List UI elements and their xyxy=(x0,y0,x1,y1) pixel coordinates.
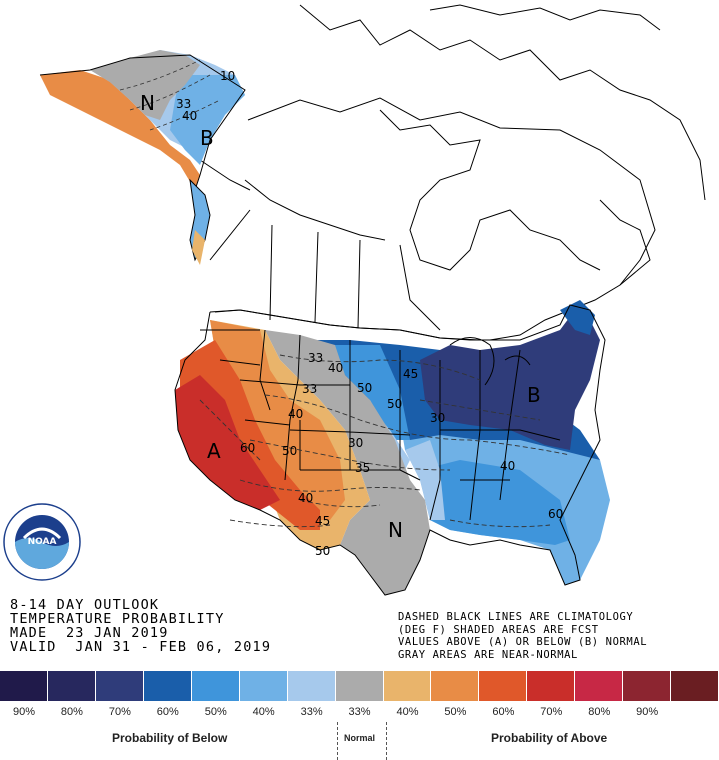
clim-label: 40 xyxy=(182,109,197,123)
legend-tick-label: 60% xyxy=(492,706,515,718)
probability-below-label: Probability of Below xyxy=(112,731,228,745)
outlook-title-line: TEMPERATURE PROBABILITY xyxy=(10,611,225,627)
legend-swatch xyxy=(383,671,432,701)
legend-tick-label: 40% xyxy=(396,706,419,718)
west-a-letter: A xyxy=(207,439,221,463)
climatology-lines xyxy=(199,354,571,528)
clim-label: 30 xyxy=(430,411,445,425)
clim-label: 45 xyxy=(403,367,418,381)
outlook-map: 10 33 40 33 40 33 40 30 45 50 40 60 50 3… xyxy=(39,4,706,596)
conus-shading xyxy=(175,300,610,595)
clim-label: 35 xyxy=(355,461,370,475)
legend-swatch xyxy=(95,671,144,701)
clim-label: 30 xyxy=(348,436,363,450)
legend-tick-label: 50% xyxy=(204,706,227,718)
legend-swatch xyxy=(0,671,48,701)
note-line: VALUES ABOVE (A) OR BELOW (B) NORMAL xyxy=(398,636,648,648)
legend-swatch xyxy=(671,671,719,701)
normal-divider-right xyxy=(386,722,387,760)
normal-label: Normal xyxy=(344,733,376,743)
outlook-valid-line: VALID JAN 31 - FEB 06, 2019 xyxy=(10,639,272,655)
legend-tick-label: 40% xyxy=(252,706,275,718)
legend-swatch xyxy=(287,671,336,701)
outlook-title-block: 8-14 DAY OUTLOOK TEMPERATURE PROBABILITY M… xyxy=(10,598,271,654)
legend-swatch xyxy=(479,671,528,701)
probability-above-label: Probability of Above xyxy=(491,731,608,745)
bc-coast xyxy=(189,178,211,265)
clim-label: 60 xyxy=(240,441,255,455)
clim-label: 33 xyxy=(308,351,323,365)
clim-label: 50 xyxy=(282,444,297,458)
outlook-made-line: MADE 23 JAN 2019 xyxy=(10,625,169,641)
east-b-letter: B xyxy=(527,383,541,407)
legend-tick-label: 70% xyxy=(540,706,563,718)
legend-tick-label: 80% xyxy=(588,706,611,718)
logo-text: NOAA xyxy=(28,537,57,547)
legend-swatch xyxy=(191,671,240,701)
outlook-title-line: 8-14 DAY OUTLOOK xyxy=(10,597,160,613)
clim-label: 50 xyxy=(315,544,330,558)
note-line: (DEG F) SHADED AREAS ARE FCST xyxy=(398,623,599,636)
canada-outline xyxy=(199,4,706,341)
clim-label: 60 xyxy=(548,507,563,521)
noaa-logo-icon: NOAA xyxy=(3,503,81,581)
legend-swatch xyxy=(431,671,480,701)
clim-label: 33 xyxy=(302,382,317,396)
clim-label: 50 xyxy=(357,381,372,395)
legend-tick-label: 90% xyxy=(636,706,659,718)
legend-tick-label: 33% xyxy=(300,706,323,718)
clim-label: 40 xyxy=(500,459,515,473)
clim-label: 40 xyxy=(328,361,343,375)
alaska-region xyxy=(39,50,246,191)
legend-tick-label: 70% xyxy=(108,706,131,718)
note-line: DASHED BLACK LINES ARE CLIMATOLOGY xyxy=(398,611,634,623)
alaska-b-letter: B xyxy=(200,126,214,150)
legend-swatch xyxy=(527,671,576,701)
clim-label: 40 xyxy=(288,407,303,421)
legend-swatch xyxy=(623,671,672,701)
legend-tick-label: 80% xyxy=(60,706,83,718)
legend-tick-label: 90% xyxy=(12,706,35,718)
probability-ticks: 90% 80% 70% 60% 50% 40% 33% 33% 40% 50% 60% 70% 80% 9… xyxy=(0,706,719,722)
state-outlines xyxy=(174,304,606,596)
clim-label: 33 xyxy=(176,97,191,111)
legend-tick-label: 60% xyxy=(156,706,179,718)
note-line: GRAY AREAS ARE NEAR-NORMAL xyxy=(398,648,578,661)
legend-tick-label: 50% xyxy=(444,706,467,718)
legend-swatch xyxy=(47,671,96,701)
legend-notes: DASHED BLACK LINES ARE CLIMATOLOGY (DEG F… xyxy=(398,611,647,661)
clim-label: 50 xyxy=(387,397,402,411)
south-n-letter: N xyxy=(388,518,403,542)
category-letters: N B A B N xyxy=(140,91,541,542)
clim-label: 40 xyxy=(298,491,313,505)
legend-swatch xyxy=(239,671,288,701)
legend-swatch xyxy=(335,671,384,701)
probability-color-bar xyxy=(0,671,719,701)
clim-label: 10 xyxy=(220,69,235,83)
clim-label: 45 xyxy=(315,514,330,528)
normal-divider-left xyxy=(337,722,338,760)
climatology-numbers: 10 33 40 33 40 33 40 30 45 50 40 60 50 3… xyxy=(176,69,563,558)
legend-swatch xyxy=(143,671,192,701)
legend-swatch xyxy=(575,671,624,701)
legend-tick-label: 33% xyxy=(348,706,371,718)
alaska-n-letter: N xyxy=(140,91,155,115)
